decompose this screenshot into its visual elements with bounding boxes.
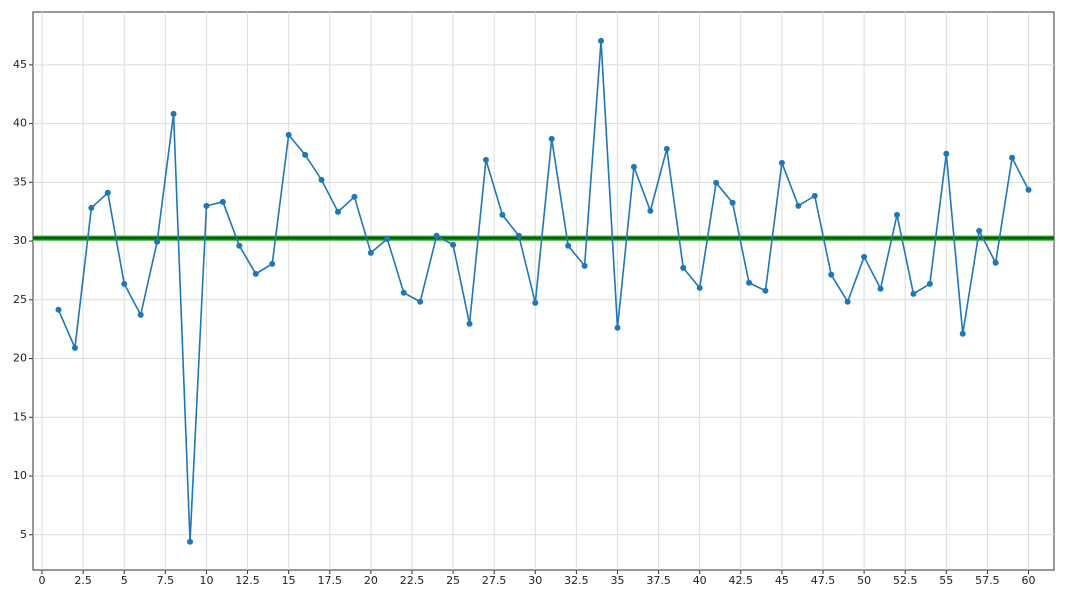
data-point	[943, 150, 950, 157]
data-point	[762, 287, 769, 294]
data-point	[203, 202, 210, 209]
y-tick-label: 5	[20, 528, 27, 541]
data-point	[861, 253, 868, 260]
data-point	[778, 159, 785, 166]
x-tick-label: 42.5	[729, 574, 754, 587]
data-point	[811, 192, 818, 199]
x-tick-label: 5	[121, 574, 128, 587]
data-point	[893, 211, 900, 218]
data-point	[959, 330, 966, 337]
data-point	[746, 279, 753, 286]
y-tick-label: 25	[13, 293, 27, 306]
x-tick-label: 45	[775, 574, 789, 587]
x-tick-label: 30	[528, 574, 542, 587]
y-tick-label: 30	[13, 234, 27, 247]
data-point	[482, 156, 489, 163]
data-point	[598, 37, 605, 44]
data-point	[1025, 186, 1032, 193]
data-point	[302, 151, 309, 158]
y-tick-label: 45	[13, 58, 27, 71]
x-tick-label: 55	[939, 574, 953, 587]
data-point	[630, 163, 637, 170]
data-point	[433, 232, 440, 239]
x-tick-label: 37.5	[646, 574, 671, 587]
x-tick-label: 50	[857, 574, 871, 587]
plot-frame	[32, 11, 1055, 571]
data-point	[647, 207, 654, 214]
data-point	[499, 211, 506, 218]
data-point	[71, 344, 78, 351]
y-tick-label: 20	[13, 352, 27, 365]
data-point	[121, 280, 128, 287]
data-point	[828, 271, 835, 278]
y-tick-label: 15	[13, 410, 27, 423]
x-tick-label: 2.5	[74, 574, 92, 587]
data-point	[417, 298, 424, 305]
y-tick-label: 10	[13, 469, 27, 482]
x-tick-label: 52.5	[893, 574, 918, 587]
data-point	[269, 260, 276, 267]
data-point	[252, 270, 259, 277]
data-point	[795, 202, 802, 209]
data-point	[285, 131, 292, 138]
data-point	[170, 110, 177, 117]
data-point	[367, 249, 374, 256]
data-point	[104, 189, 111, 196]
x-tick-label: 20	[364, 574, 378, 587]
data-point	[729, 199, 736, 206]
x-tick-label: 40	[693, 574, 707, 587]
data-point	[351, 193, 358, 200]
data-point	[926, 280, 933, 287]
data-point	[400, 289, 407, 296]
data-point	[910, 290, 917, 297]
data-point	[154, 238, 161, 245]
data-point	[219, 198, 226, 205]
x-tick-label: 35	[610, 574, 624, 587]
data-point	[548, 135, 555, 142]
series-line	[57, 40, 1030, 542]
data-point	[466, 320, 473, 327]
data-point	[992, 259, 999, 266]
x-tick-label: 47.5	[811, 574, 836, 587]
data-point	[318, 176, 325, 183]
data-point	[614, 324, 621, 331]
x-tick-label: 60	[1022, 574, 1036, 587]
data-point	[334, 208, 341, 215]
x-tick-label: 17.5	[318, 574, 343, 587]
data-point	[236, 242, 243, 249]
x-tick-label: 57.5	[975, 574, 1000, 587]
data-point	[55, 306, 62, 313]
data-point	[696, 284, 703, 291]
data-point	[713, 179, 720, 186]
data-point	[565, 242, 572, 249]
data-point	[976, 227, 983, 234]
x-tick-label: 7.5	[157, 574, 175, 587]
data-point	[137, 311, 144, 318]
x-tick-label: 10	[199, 574, 213, 587]
x-tick-label: 15	[282, 574, 296, 587]
y-tick-label: 40	[13, 117, 27, 130]
data-point	[384, 235, 391, 242]
data-point	[877, 285, 884, 292]
data-point	[450, 241, 457, 248]
data-point	[515, 232, 522, 239]
data-point	[680, 264, 687, 271]
data-point	[187, 538, 194, 545]
data-point	[88, 204, 95, 211]
data-point	[1009, 154, 1016, 161]
data-point	[581, 262, 588, 269]
x-tick-label: 22.5	[400, 574, 425, 587]
x-tick-label: 0	[39, 574, 46, 587]
x-tick-label: 25	[446, 574, 460, 587]
x-tick-label: 12.5	[235, 574, 260, 587]
data-point	[663, 145, 670, 152]
y-tick-label: 35	[13, 175, 27, 188]
data-point	[844, 298, 851, 305]
data-point	[532, 299, 539, 306]
x-tick-label: 27.5	[482, 574, 507, 587]
x-tick-label: 32.5	[564, 574, 589, 587]
